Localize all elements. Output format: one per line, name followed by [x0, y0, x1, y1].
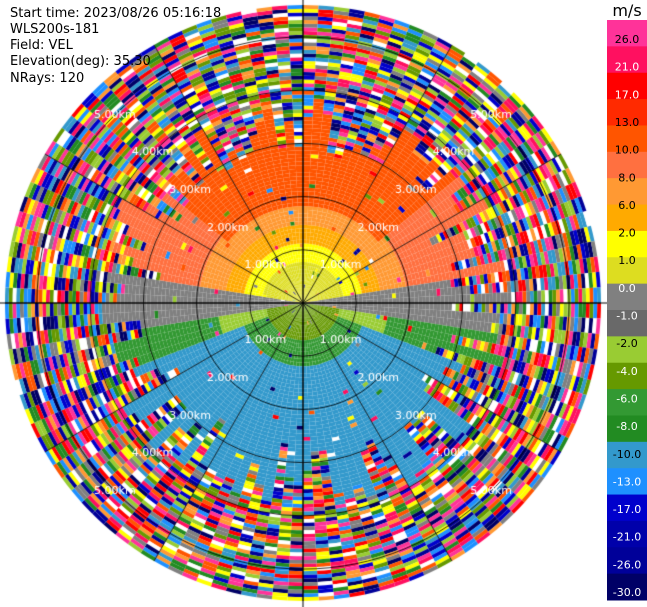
colorbar-tick-label: 13.0 — [615, 116, 640, 129]
colorbar-swatch — [607, 310, 647, 337]
colorbar-tick-label: 8.0 — [618, 171, 636, 184]
colorbar-tick-label: -8.0 — [616, 420, 637, 433]
colorbar-tick-label: -1.0 — [616, 310, 637, 323]
colorbar-swatch — [607, 362, 647, 390]
colorbar-swatch — [607, 389, 647, 416]
colorbar-swatch — [607, 415, 647, 443]
colorbar-swatch — [607, 494, 647, 522]
colorbar-tick-label: 26.0 — [615, 33, 640, 46]
instrument-text: WLS200s-181 — [10, 22, 100, 37]
colorbar-tick-label: 10.0 — [615, 144, 640, 157]
start-time-text: Start time: 2023/08/26 05:16:18 — [10, 6, 222, 21]
colorbar-swatch — [607, 468, 647, 496]
colorbar-tick-label: -4.0 — [616, 365, 637, 378]
colorbar-tick-label: -13.0 — [613, 475, 641, 488]
colorbar-tick-label: 17.0 — [615, 88, 640, 101]
colorbar-tick-label: -6.0 — [616, 392, 637, 405]
colorbar-tick-label: 2.0 — [618, 227, 636, 240]
elevation-text: Elevation(deg): 35.30 — [10, 54, 151, 69]
colorbar-swatch — [607, 283, 647, 311]
colorbar-swatch — [607, 230, 647, 258]
colorbar-tick-label: -2.0 — [616, 337, 637, 350]
colorbar-unit-label: m/s — [612, 1, 641, 20]
nrays-text: NRays: 120 — [10, 71, 85, 86]
colorbar-swatch — [607, 204, 647, 232]
colorbar-swatch — [607, 72, 647, 100]
ppi-velocity-plot — [0, 0, 607, 607]
colorbar-swatch — [607, 20, 647, 47]
colorbar-tick-label: -30.0 — [613, 586, 641, 599]
colorbar-swatch — [607, 178, 647, 206]
colorbar-swatch — [607, 520, 647, 548]
colorbar-tick-label: 0.0 — [618, 282, 636, 295]
colorbar-swatch — [607, 151, 647, 179]
colorbar: m/s 26.0 21.0 17.0 13.0 10.0 8.0 6.0 2.0 1.0 0.0 -1… — [607, 1, 647, 601]
colorbar-swatch — [607, 573, 647, 601]
colorbar-tick-label: 1.0 — [618, 254, 636, 267]
colorbar-tick-label: -10.0 — [613, 448, 641, 461]
colorbar-tick-label: 21.0 — [615, 61, 640, 74]
colorbar-swatch — [607, 99, 647, 126]
colorbar-tick-label: -17.0 — [613, 503, 641, 516]
colorbar-swatch — [607, 125, 647, 153]
colorbar-swatch — [607, 336, 647, 364]
colorbar-swatch — [607, 46, 647, 74]
colorbar-swatch — [607, 547, 647, 575]
colorbar-tick-label: -26.0 — [613, 558, 641, 571]
colorbar-swatch — [607, 441, 647, 469]
colorbar-tick-label: 6.0 — [618, 199, 636, 212]
colorbar-swatch — [607, 257, 647, 285]
colorbar-tick-label: -21.0 — [613, 531, 641, 544]
field-text: Field: VEL — [10, 38, 73, 53]
